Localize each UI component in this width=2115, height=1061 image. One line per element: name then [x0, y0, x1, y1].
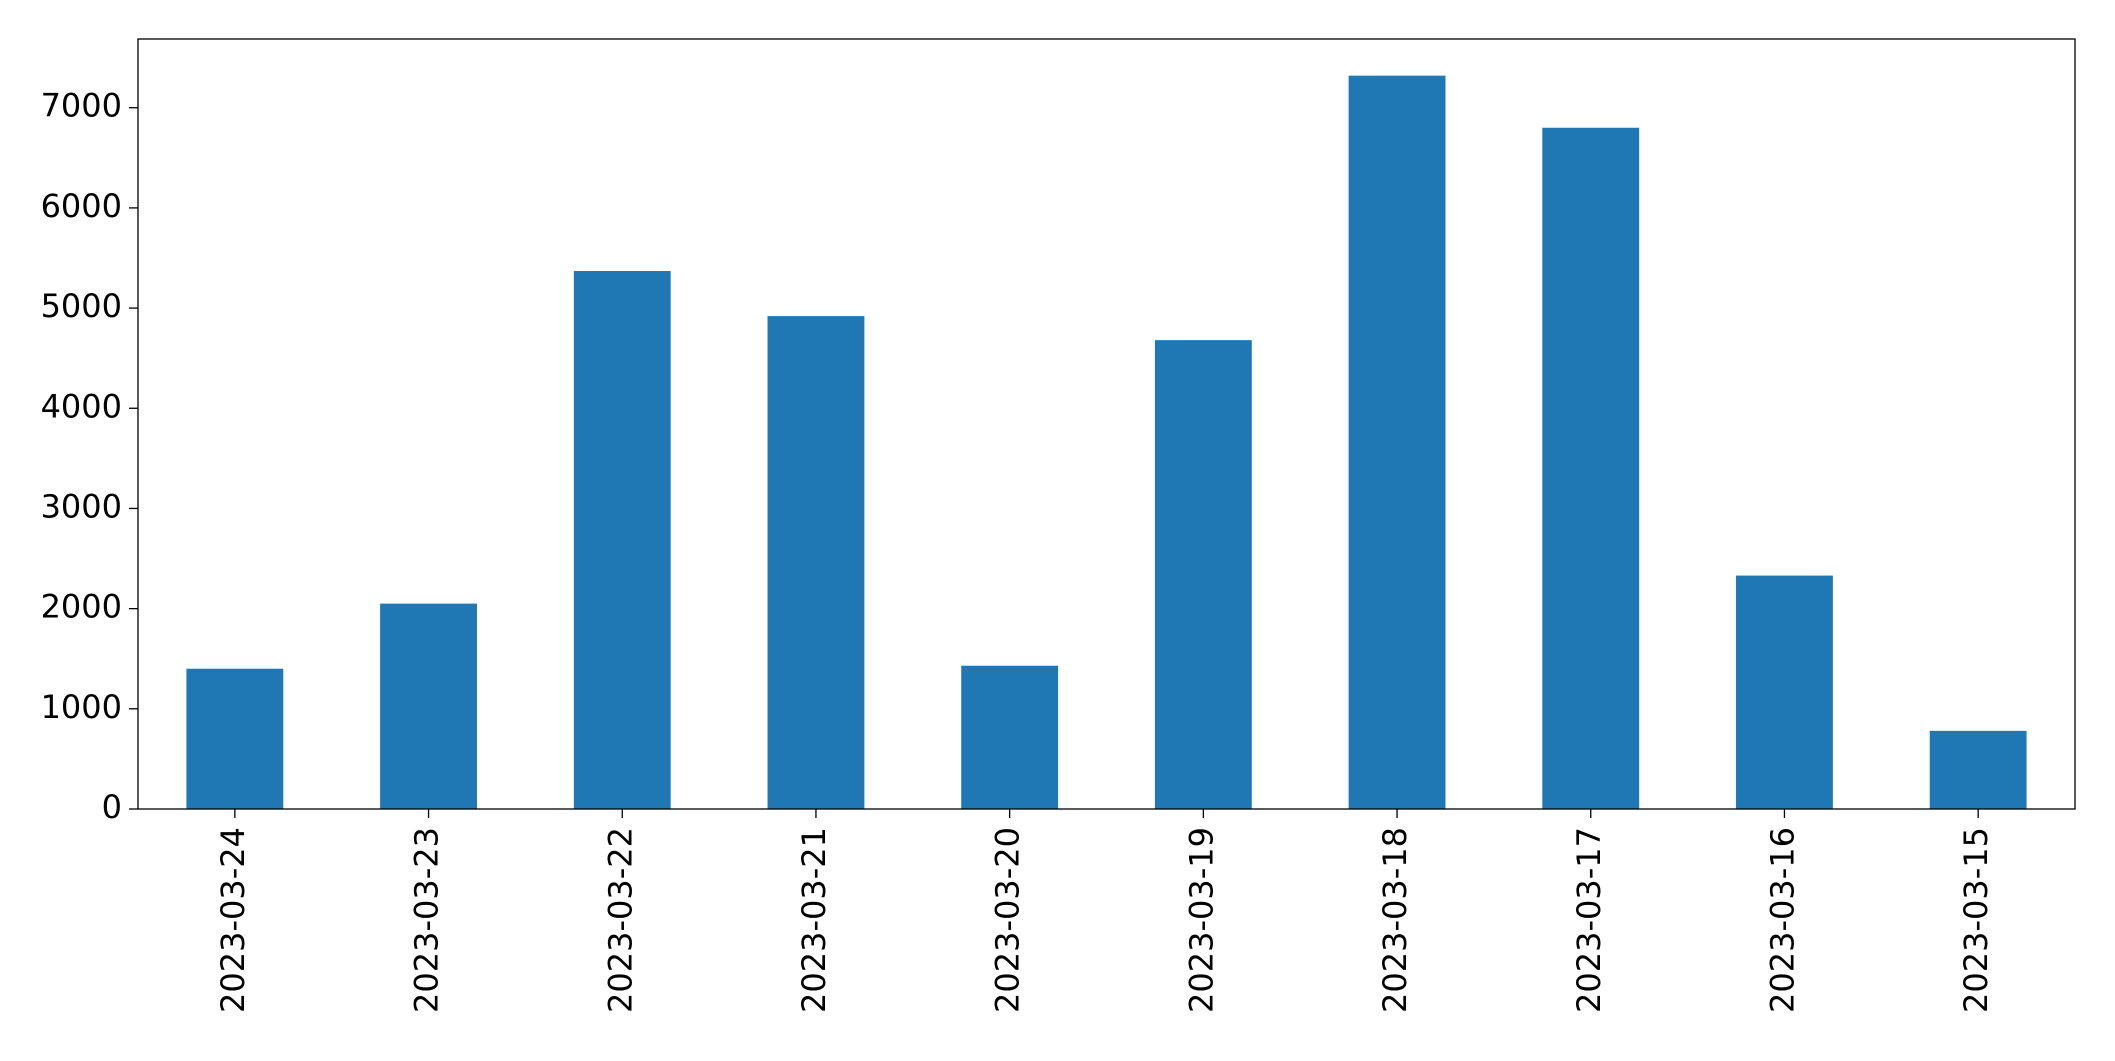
y-tick-label: 2000	[41, 588, 122, 626]
y-tick-label: 7000	[41, 87, 122, 125]
y-tick-label: 5000	[41, 287, 122, 325]
y-tick-label: 6000	[41, 187, 122, 225]
bar	[380, 603, 477, 809]
y-tick-label: 3000	[41, 487, 122, 525]
x-tick-label: 2023-03-17	[1570, 827, 1608, 1013]
bar	[1736, 575, 1833, 809]
y-tick-label: 1000	[41, 688, 122, 726]
x-tick-label: 2023-03-21	[795, 827, 833, 1013]
x-tick-label: 2023-03-18	[1376, 827, 1414, 1013]
bar	[961, 665, 1059, 809]
bar	[1348, 75, 1446, 809]
bar	[767, 316, 865, 809]
bar	[1929, 730, 2027, 809]
bar	[1542, 127, 1640, 810]
x-tick-label: 2023-03-24	[214, 827, 252, 1013]
x-tick-label: 2023-03-20	[989, 827, 1027, 1013]
x-tick-label: 2023-03-15	[1957, 827, 1995, 1013]
x-tick-label: 2023-03-16	[1763, 827, 1801, 1013]
x-tick-label: 2023-03-19	[1182, 827, 1220, 1013]
x-tick-label: 2023-03-23	[408, 827, 446, 1013]
bar	[186, 668, 284, 809]
bar	[1154, 340, 1252, 809]
bar	[573, 271, 671, 809]
x-tick-label: 2023-03-22	[601, 827, 639, 1013]
y-tick-label: 0	[102, 788, 122, 826]
plot-frame	[137, 38, 2076, 810]
y-tick-label: 4000	[41, 387, 122, 425]
